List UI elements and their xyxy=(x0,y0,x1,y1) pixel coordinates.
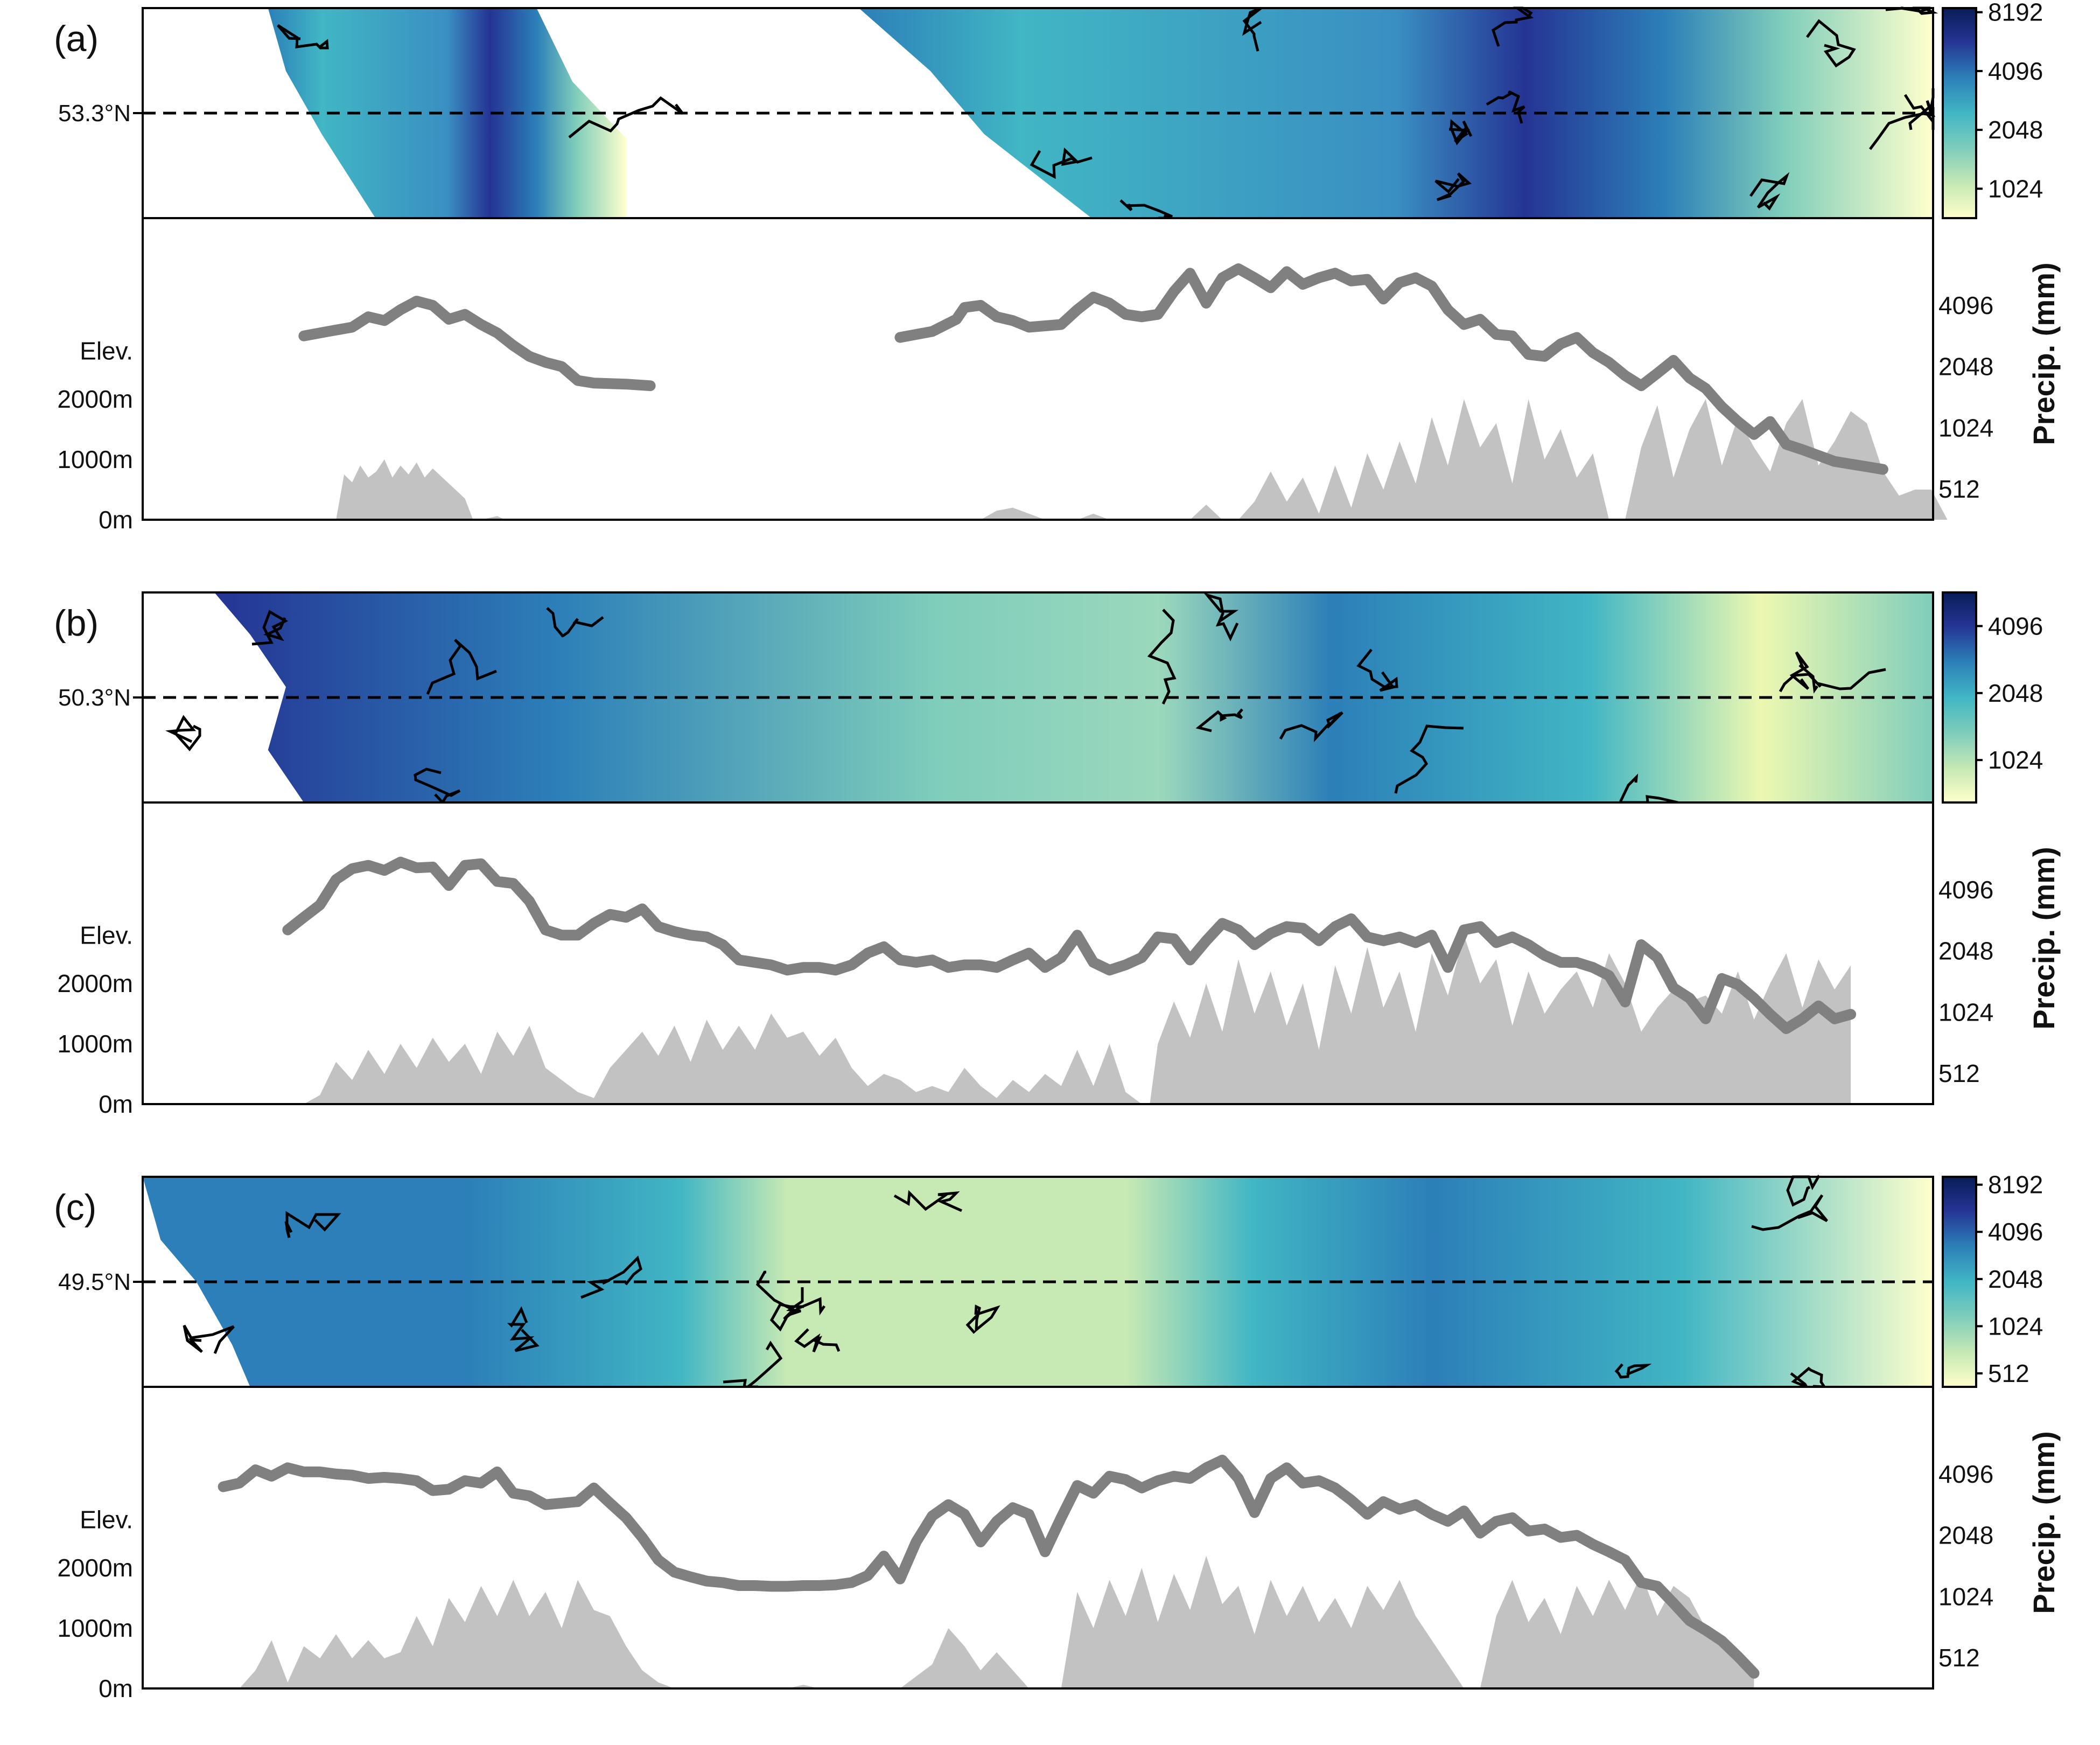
coastline xyxy=(183,1174,1828,1390)
profile-plot xyxy=(143,1387,1933,1688)
elevation-tick: 2000m xyxy=(57,969,133,997)
colorbar-tick: 4096 xyxy=(1988,1218,2043,1246)
precip-axis-label: Precip. (mm) xyxy=(2027,1431,2061,1614)
precip-tick: 2048 xyxy=(1938,1521,1993,1549)
elevation-tick: Elev. xyxy=(80,337,133,365)
precip-line xyxy=(218,1455,1760,1679)
profile-plot xyxy=(143,802,1933,1104)
elevation-tick: 2000m xyxy=(57,385,133,413)
coastline xyxy=(165,592,1886,805)
precip-tick: 512 xyxy=(1938,1059,1980,1087)
elevation-tick: 0m xyxy=(99,1674,133,1702)
colorbar-tick: 512 xyxy=(1988,1359,2029,1387)
precip-tick: 4096 xyxy=(1938,1460,1993,1488)
precip-axis: 4096 2048 1024 512 xyxy=(1938,876,1993,1087)
panel-b: 50.3°N (b) 4096 2048 1024 Elev. 2000m 1000m 0m 40… xyxy=(54,591,2061,1118)
latitude-label: 50.3°N xyxy=(58,685,131,711)
colorbar-tick: 2048 xyxy=(1988,1265,2043,1293)
precip-tick: 4096 xyxy=(1938,876,1993,904)
elevation-area xyxy=(336,399,1948,520)
colorbar: 4096 2048 1024 xyxy=(1942,591,2043,804)
precip-map xyxy=(143,6,1938,220)
precip-tick: 512 xyxy=(1938,1644,1980,1672)
colorbar-tick: 1024 xyxy=(1988,1312,2043,1340)
precip-tick: 2048 xyxy=(1938,353,1993,381)
panel-a: 53.3°N (a) 8192 4096 2048 1024 Elev. 2000m 1000m… xyxy=(54,0,2061,534)
elevation-tick: 1000m xyxy=(57,1030,133,1058)
elevation-tick: 2000m xyxy=(57,1554,133,1582)
elevation-tick: 0m xyxy=(99,1090,133,1118)
latitude-label: 53.3°N xyxy=(58,100,131,127)
precip-line xyxy=(298,296,656,392)
precip-tick: 1024 xyxy=(1938,414,1993,442)
precip-tick: 2048 xyxy=(1938,937,1993,965)
panel-c: 49.5°N (c) 8192 4096 2048 1024 512 Elev. 2000m 10… xyxy=(54,1171,2061,1702)
precip-axis-label: Precip. (mm) xyxy=(2027,847,2061,1029)
elevation-tick: 1000m xyxy=(57,445,133,473)
colorbar-tick: 4096 xyxy=(1988,57,2043,85)
elevation-tick: 1000m xyxy=(57,1614,133,1642)
panel-label: (c) xyxy=(54,1187,96,1228)
elevation-area xyxy=(239,1555,1754,1688)
colorbar-tick: 8192 xyxy=(1988,1171,2043,1199)
elevation-tick: Elev. xyxy=(80,1505,133,1533)
precip-axis-label: Precip. (mm) xyxy=(2027,262,2061,445)
profile-frame xyxy=(142,1386,1934,1690)
precip-axis: 4096 2048 1024 512 xyxy=(1938,291,1993,503)
panel-label: (b) xyxy=(54,603,99,644)
precip-tick: 512 xyxy=(1938,475,1980,503)
precip-line xyxy=(282,856,1857,1034)
elevation-tick: 0m xyxy=(99,506,133,534)
colorbar-tick: 2048 xyxy=(1988,116,2043,144)
profile-frame xyxy=(142,801,1934,1105)
latitude-label: 49.5°N xyxy=(58,1269,131,1295)
colorbar-tick: 2048 xyxy=(1988,679,2043,707)
precip-line xyxy=(894,263,1888,475)
colorbar-tick: 1024 xyxy=(1988,174,2043,203)
profile-frame xyxy=(142,217,1934,521)
profile-plot xyxy=(143,218,1948,520)
elevation-area xyxy=(304,935,1851,1104)
colorbar-tick: 8192 xyxy=(1988,0,2043,26)
precip-tick: 1024 xyxy=(1938,998,1993,1026)
elevation-tick: Elev. xyxy=(80,921,133,949)
land-area xyxy=(268,8,626,218)
colorbar-tick: 4096 xyxy=(1988,612,2043,640)
panel-label: (a) xyxy=(54,18,99,59)
colorbar: 8192 4096 2048 1024 512 xyxy=(1942,1171,2043,1388)
colorbar-tick: 1024 xyxy=(1988,746,2043,774)
precip-axis: 4096 2048 1024 512 xyxy=(1938,1460,1993,1672)
precip-tick: 4096 xyxy=(1938,291,1993,319)
precip-tick: 1024 xyxy=(1938,1582,1993,1610)
colorbar: 8192 4096 2048 1024 xyxy=(1942,0,2043,219)
land-area xyxy=(143,1177,1933,1387)
